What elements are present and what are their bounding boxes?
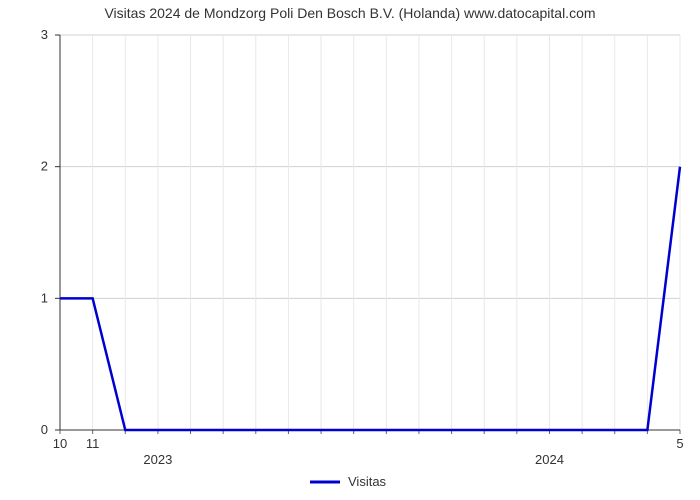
y-tick-label: 3 [41, 27, 48, 42]
x-tick-label: 5 [676, 436, 683, 451]
x-year-label: 2024 [535, 452, 564, 467]
line-chart: Visitas 2024 de Mondzorg Poli Den Bosch … [0, 0, 700, 500]
x-tick-label: 11 [86, 436, 100, 451]
x-tick-label: 10 [53, 436, 67, 451]
y-tick-label: 1 [41, 290, 48, 305]
y-tick-label: 0 [41, 422, 48, 437]
legend-label: Visitas [348, 474, 387, 489]
x-year-label: 2023 [143, 452, 172, 467]
y-tick-label: 2 [41, 159, 48, 174]
chart-container: Visitas 2024 de Mondzorg Poli Den Bosch … [0, 0, 700, 500]
chart-title: Visitas 2024 de Mondzorg Poli Den Bosch … [104, 5, 595, 21]
